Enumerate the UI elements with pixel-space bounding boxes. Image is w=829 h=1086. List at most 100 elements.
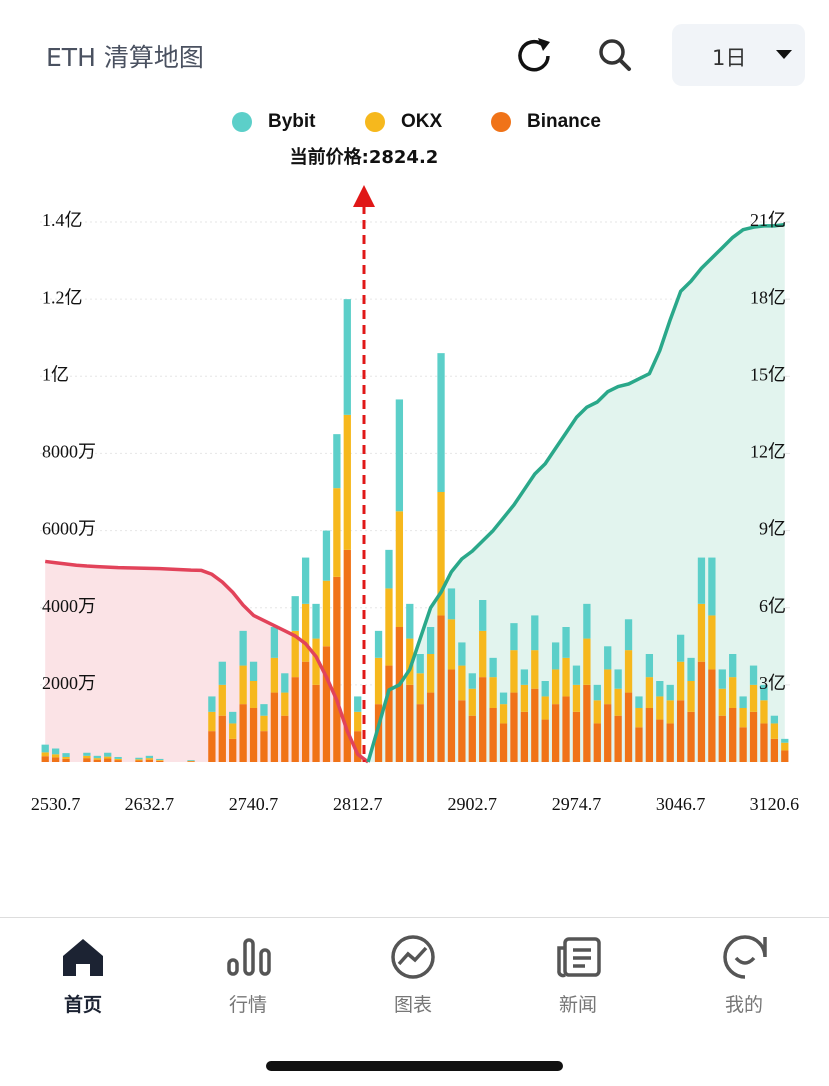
plot-area [40,222,790,762]
bar-segment [583,604,590,639]
bar-segment [552,669,559,704]
bar-segment [646,708,653,762]
bar-segment [719,669,726,688]
bar-segment [385,666,392,762]
bar-segment [458,700,465,762]
home-icon[interactable] [60,936,106,978]
bar-segment [135,758,142,760]
nav-label[interactable]: 新闻 [528,990,628,1017]
news-icon[interactable] [556,936,602,978]
bar-segment [521,712,528,762]
bar-segment [521,685,528,712]
bar-segment [448,588,455,619]
price-annotation: 当前价格:2824.2 [290,146,439,168]
legend-swatch [232,112,252,132]
bar-segment [635,708,642,727]
bar-segment [229,723,236,738]
bar-segment [219,685,226,716]
bar-segment [646,654,653,677]
nav-label[interactable]: 图表 [363,990,463,1017]
bar-segment [437,615,444,762]
bar-segment [489,677,496,708]
bar-segment [333,577,340,762]
bar-segment [94,756,101,758]
bar-segment [344,299,351,415]
bar-segment [281,716,288,762]
bar-segment [625,693,632,762]
dropdown-caret [776,50,792,60]
bar-segment [719,716,726,762]
market-icon[interactable] [226,936,272,978]
bar-segment [208,712,215,731]
bar-segment [750,712,757,762]
x-tick-label: 2974.7 [552,794,602,814]
bar-segment [614,669,621,688]
y2-tick-label: 12亿 [750,442,786,462]
bar-segment [271,693,278,762]
bar-segment [458,642,465,665]
bar-segment [104,759,111,762]
y2-tick-label: 3亿 [759,673,786,693]
bar-segment [656,681,663,696]
bar-segment [687,712,694,762]
nav-label[interactable]: 行情 [198,990,298,1017]
bar-segment [604,669,611,704]
x-tick-label: 3046.7 [656,794,706,814]
profile-icon[interactable] [722,934,768,980]
bar-segment [250,662,257,681]
bar-segment [573,712,580,762]
bar-segment [302,604,309,662]
nav-label[interactable]: 我的 [694,990,794,1017]
bar-segment [94,760,101,762]
bar-segment [271,658,278,693]
bar-segment [260,716,267,731]
bar-segment [698,558,705,604]
bar-segment [42,756,49,762]
bar-segment [739,727,746,762]
bar-segment [406,685,413,762]
bar-segment [729,708,736,762]
search-icon[interactable] [596,36,636,76]
bar-segment [667,685,674,700]
bar-segment [437,353,444,492]
bar-segment [292,596,299,631]
period-select[interactable]: 1日 [672,24,805,86]
refresh-icon[interactable] [512,34,556,78]
bar-segment [323,531,330,581]
bar-segment [187,760,194,761]
bar-segment [542,696,549,719]
bar-segment [52,754,59,757]
bar-segment [500,704,507,723]
bar-segment [583,685,590,762]
x-tick-label: 2632.7 [125,794,175,814]
bar-segment [62,759,69,762]
period-label: 1日 [712,42,746,72]
bar-segment [219,716,226,762]
bar-segment [42,745,49,753]
bar-segment [333,434,340,488]
bar-segment [417,673,424,704]
y-tick-label: 1亿 [42,364,69,384]
y2-tick-label: 6亿 [759,596,786,616]
y-tick-label: 8000万 [42,442,96,462]
bar-segment [354,696,361,711]
chart-icon[interactable] [390,934,436,980]
bar-segment [625,619,632,650]
y2-tick-label: 9亿 [759,519,786,539]
bar-segment [667,723,674,762]
bar-segment [771,739,778,762]
bar-segment [260,731,267,762]
bar-segment [510,623,517,650]
bar-segment [469,689,476,716]
bar-segment [375,631,382,658]
nav-label[interactable]: 首页 [33,990,133,1017]
bar-segment [594,700,601,723]
bar-segment [698,604,705,662]
bar-segment [656,696,663,719]
bar-segment [219,662,226,685]
bar-segment [781,739,788,743]
bar-segment [135,760,142,762]
bar-segment [635,727,642,762]
bar-segment [83,753,90,756]
